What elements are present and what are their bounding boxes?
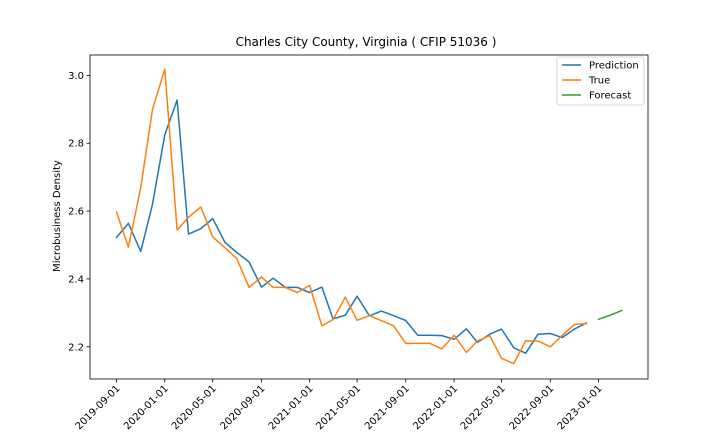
- series-line-true: [115, 68, 588, 365]
- y-tick-label: 3.0: [68, 71, 84, 82]
- y-tick-label: 2.8: [68, 139, 84, 150]
- y-tick-label: 2.4: [68, 274, 84, 285]
- y-axis-label: Microbusiness Density: [52, 160, 63, 272]
- legend: Prediction True Forecast: [556, 56, 645, 106]
- legend-label-prediction: Prediction: [589, 61, 639, 72]
- legend-label-true: True: [588, 76, 610, 87]
- series-line-forecast: [597, 309, 623, 321]
- legend-box: [556, 56, 645, 106]
- chart-title: Charles City County, Virginia ( CFIP 510…: [236, 35, 497, 49]
- legend-label-forecast: Forecast: [589, 91, 631, 102]
- y-tick-label: 2.2: [68, 342, 84, 353]
- series-line-prediction: [115, 99, 588, 354]
- y-tick-label: 2.6: [68, 207, 84, 218]
- axes-frame: [89, 54, 649, 380]
